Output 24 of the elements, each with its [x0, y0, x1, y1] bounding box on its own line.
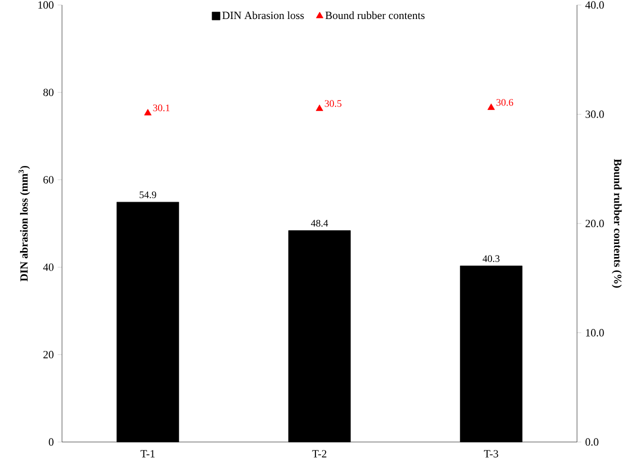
y2-axis-title: Bound rubber contents (%): [612, 158, 622, 288]
data-label: 40.3: [482, 255, 500, 262]
data-label: 30.6: [496, 99, 514, 106]
x-tick-label: T-3: [484, 450, 498, 458]
y2-tick-label: 10.0: [586, 329, 604, 336]
y-tick-label: 60: [43, 176, 54, 184]
data-label: 30.1: [153, 104, 170, 112]
y-tick-label: 40: [43, 264, 54, 271]
data-label: 30.5: [324, 100, 342, 107]
legend-label: Bound rubber contents: [325, 11, 425, 20]
y2-tick-label: 30.0: [586, 110, 604, 118]
legend-label: DIN Abrasion loss: [222, 11, 304, 20]
y-tick-label: 0: [48, 438, 54, 446]
x-tick-label: T-1: [140, 450, 155, 458]
y-tick-label: 80: [43, 88, 54, 96]
y2-tick-label: 0.0: [586, 438, 598, 446]
y-tick-label: 20: [43, 350, 54, 358]
data-label: 54.9: [140, 191, 156, 198]
y2-tick-label: 20.0: [586, 220, 604, 228]
y2-tick-label: 40.0: [585, 1, 604, 9]
y-tick-label: 100: [38, 1, 54, 9]
y-axis-title: DIN abrasion loss (mm$^{3}$): [18, 166, 30, 282]
x-tick-label: T-2: [312, 450, 326, 458]
data-label: 48.4: [310, 220, 328, 227]
